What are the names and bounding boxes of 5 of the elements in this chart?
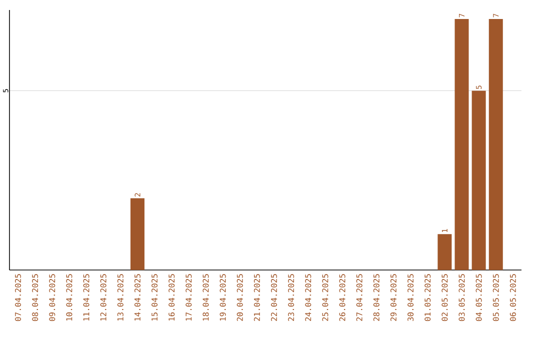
bar xyxy=(454,18,469,270)
bar xyxy=(130,198,144,270)
bar xyxy=(438,234,452,270)
bar xyxy=(488,18,503,270)
bar xyxy=(472,90,486,270)
